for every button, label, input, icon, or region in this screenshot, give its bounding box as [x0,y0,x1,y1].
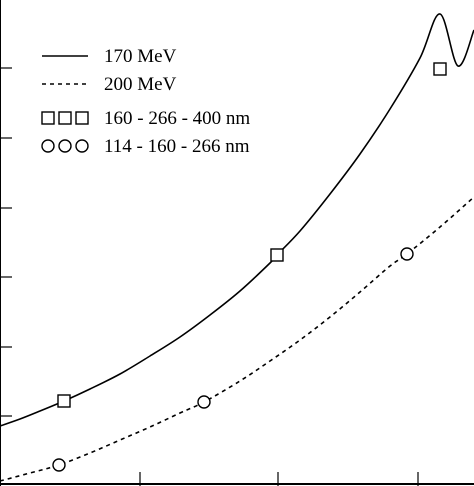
legend-marker-2-2 [75,111,89,125]
legend-marker-3-0 [41,139,55,153]
series-3-point-2 [400,247,414,261]
legend-marker-3-2 [75,139,89,153]
series-3-point-1 [197,395,211,409]
legend-label-2: 160 - 266 - 400 nm [104,108,250,129]
legend-label-3: 114 - 160 - 266 nm [104,136,250,157]
series-2-point-1 [270,248,284,262]
axis-ticks [0,67,419,486]
series-3-point-0 [52,458,66,472]
series-line-1 [0,196,474,482]
legend: 170 MeV 200 MeV 160 - 266 - 400 nm 114 - 16… [41,46,250,157]
series-2-point-0 [57,394,71,408]
series-line-0 [0,13,474,427]
series-2-point-2 [433,62,447,76]
legend-label-1: 200 MeV [104,74,177,95]
legend-label-0: 170 MeV [104,46,177,67]
legend-marker-2-1 [58,111,72,125]
legend-marker-2-0 [41,111,55,125]
legend-marker-3-1 [58,139,72,153]
series-layer [0,13,474,482]
